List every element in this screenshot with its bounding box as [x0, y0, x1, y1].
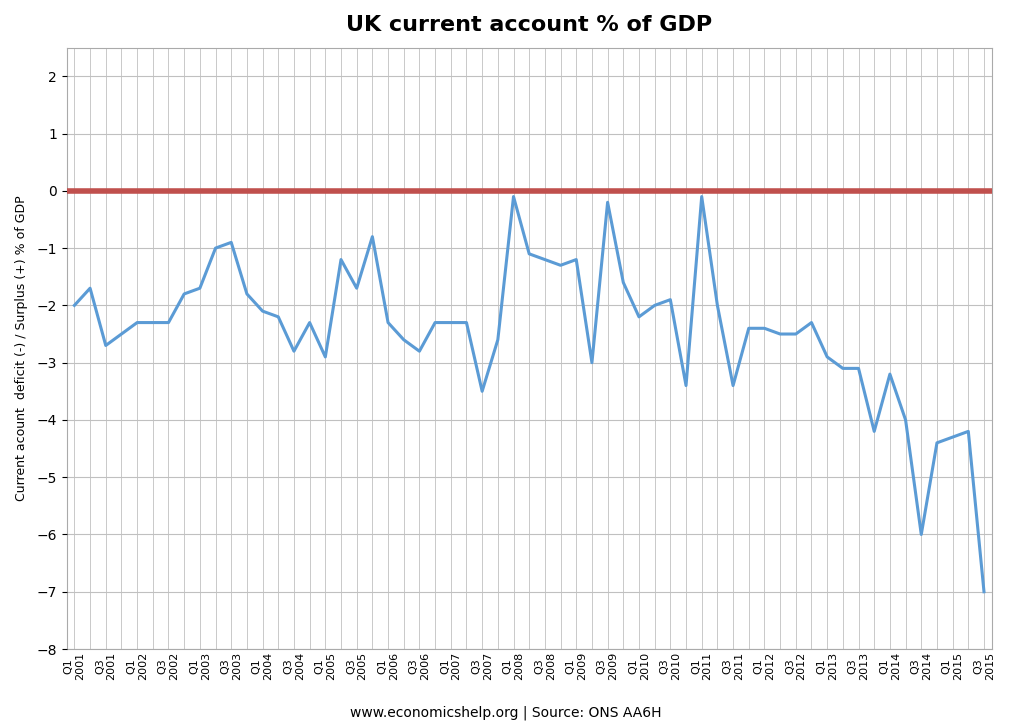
- Text: www.economicshelp.org | Source: ONS AA6H: www.economicshelp.org | Source: ONS AA6H: [350, 706, 661, 720]
- Y-axis label: Current acount  deficit (-) / Surplus (+) % of GDP: Current acount deficit (-) / Surplus (+)…: [15, 195, 28, 501]
- Title: UK current account % of GDP: UK current account % of GDP: [346, 15, 713, 35]
